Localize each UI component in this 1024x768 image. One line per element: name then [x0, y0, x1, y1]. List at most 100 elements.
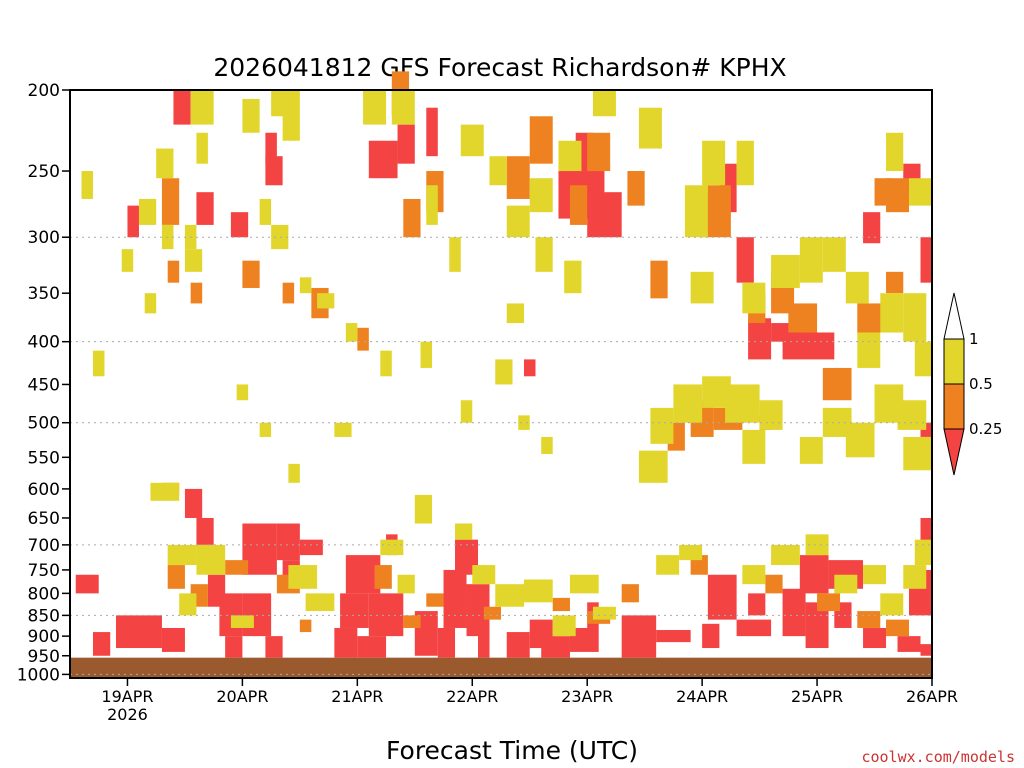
y-tick-label: 550 [28, 448, 60, 468]
ri-cell [259, 198, 272, 225]
y-tick-label: 700 [28, 536, 60, 556]
ri-cell [673, 384, 703, 423]
ri-cell [271, 224, 289, 250]
x-tick-label: 22APR [446, 687, 498, 706]
ri-cell [357, 636, 387, 658]
ri-cell [569, 185, 588, 225]
ri-cell [518, 415, 530, 430]
ri-cell [903, 565, 927, 589]
ri-cell [397, 574, 415, 594]
ri-cell [363, 90, 387, 125]
ri-cell [167, 260, 180, 283]
ri-cell [115, 615, 162, 649]
ri-cell [679, 544, 703, 561]
ri-cell [225, 560, 249, 575]
ri-cell [569, 574, 599, 594]
ri-cell [707, 574, 737, 620]
legend-bin-yellow [943, 338, 965, 385]
ri-cell [489, 156, 507, 186]
ri-cell [799, 555, 829, 594]
ground-layer [70, 657, 932, 678]
ri-cell [92, 632, 111, 656]
ri-cell [506, 632, 530, 658]
ri-cell [863, 565, 887, 585]
ri-cell [265, 156, 283, 186]
ri-cell [81, 171, 93, 199]
x-tick-label: 20APR [216, 687, 268, 706]
ri-cell [426, 593, 444, 607]
ri-cell [799, 436, 823, 464]
ri-cell [334, 422, 352, 437]
ri-cell [782, 588, 806, 637]
richardson-regions [75, 71, 932, 658]
ri-cell [558, 140, 582, 172]
ri-cell [863, 627, 887, 649]
ri-cell [541, 436, 553, 454]
legend-label: 0.5 [969, 375, 993, 393]
ri-cell [552, 615, 576, 637]
ri-cell [592, 606, 616, 620]
ri-cell [426, 107, 438, 157]
ri-cell [161, 627, 185, 652]
legend-label: 0.25 [969, 420, 1002, 438]
ri-cell [702, 623, 720, 649]
ri-cell [748, 593, 766, 616]
ri-cell [656, 630, 691, 643]
ri-cell [449, 237, 461, 272]
ri-cell [650, 260, 668, 299]
ri-cell [742, 429, 766, 464]
ri-cell [368, 140, 398, 179]
ri-cell [196, 192, 214, 225]
ri-cell [523, 579, 553, 603]
ri-cell [380, 350, 392, 377]
ri-cell [420, 341, 433, 368]
ri-cell [391, 90, 415, 125]
legend-bin-orange [943, 383, 965, 430]
ri-cell [368, 593, 404, 637]
ri-cell [564, 260, 582, 294]
ri-cell [265, 132, 277, 164]
y-tick-label: 600 [28, 480, 60, 500]
ri-cell [736, 237, 754, 283]
ri-cell [506, 205, 530, 238]
ri-cell [230, 212, 249, 238]
ri-cell [621, 615, 657, 658]
colorbar-legend: 1 0.5 0.25 [943, 292, 1002, 476]
ri-cell [472, 565, 496, 585]
ri-cell [817, 593, 841, 612]
ri-cell [736, 619, 772, 637]
ri-cell [541, 636, 570, 658]
ri-cell [299, 539, 323, 556]
ri-cell [161, 178, 180, 225]
ri-cell [627, 171, 645, 206]
ri-cell [345, 323, 358, 342]
ri-cell [920, 644, 932, 656]
ri-cell [920, 517, 932, 561]
ri-cell [805, 602, 829, 649]
ri-cell [271, 90, 289, 117]
ri-cell [426, 185, 438, 225]
ri-cell [340, 593, 369, 628]
ri-cell [380, 539, 404, 556]
ri-cell [196, 132, 208, 164]
ri-cell [138, 198, 157, 225]
y-tick-label: 300 [28, 228, 60, 248]
ri-cell [506, 303, 524, 324]
x-tick-label: 26APR [906, 687, 958, 706]
ri-cell [822, 367, 852, 401]
ri-cell [282, 282, 295, 304]
x-tick-label: 25APR [791, 687, 843, 706]
ri-cell [903, 436, 932, 471]
ri-cell [144, 293, 157, 314]
ri-cell [167, 544, 197, 566]
ri-cell [587, 132, 611, 172]
ri-cell [190, 90, 214, 125]
ri-cell [759, 400, 783, 430]
ri-cell [748, 318, 772, 360]
ri-cell [857, 611, 881, 628]
ri-cell [156, 148, 174, 179]
ri-cell [799, 237, 823, 283]
y-tick-label: 400 [28, 333, 60, 353]
ri-cell [184, 249, 203, 272]
